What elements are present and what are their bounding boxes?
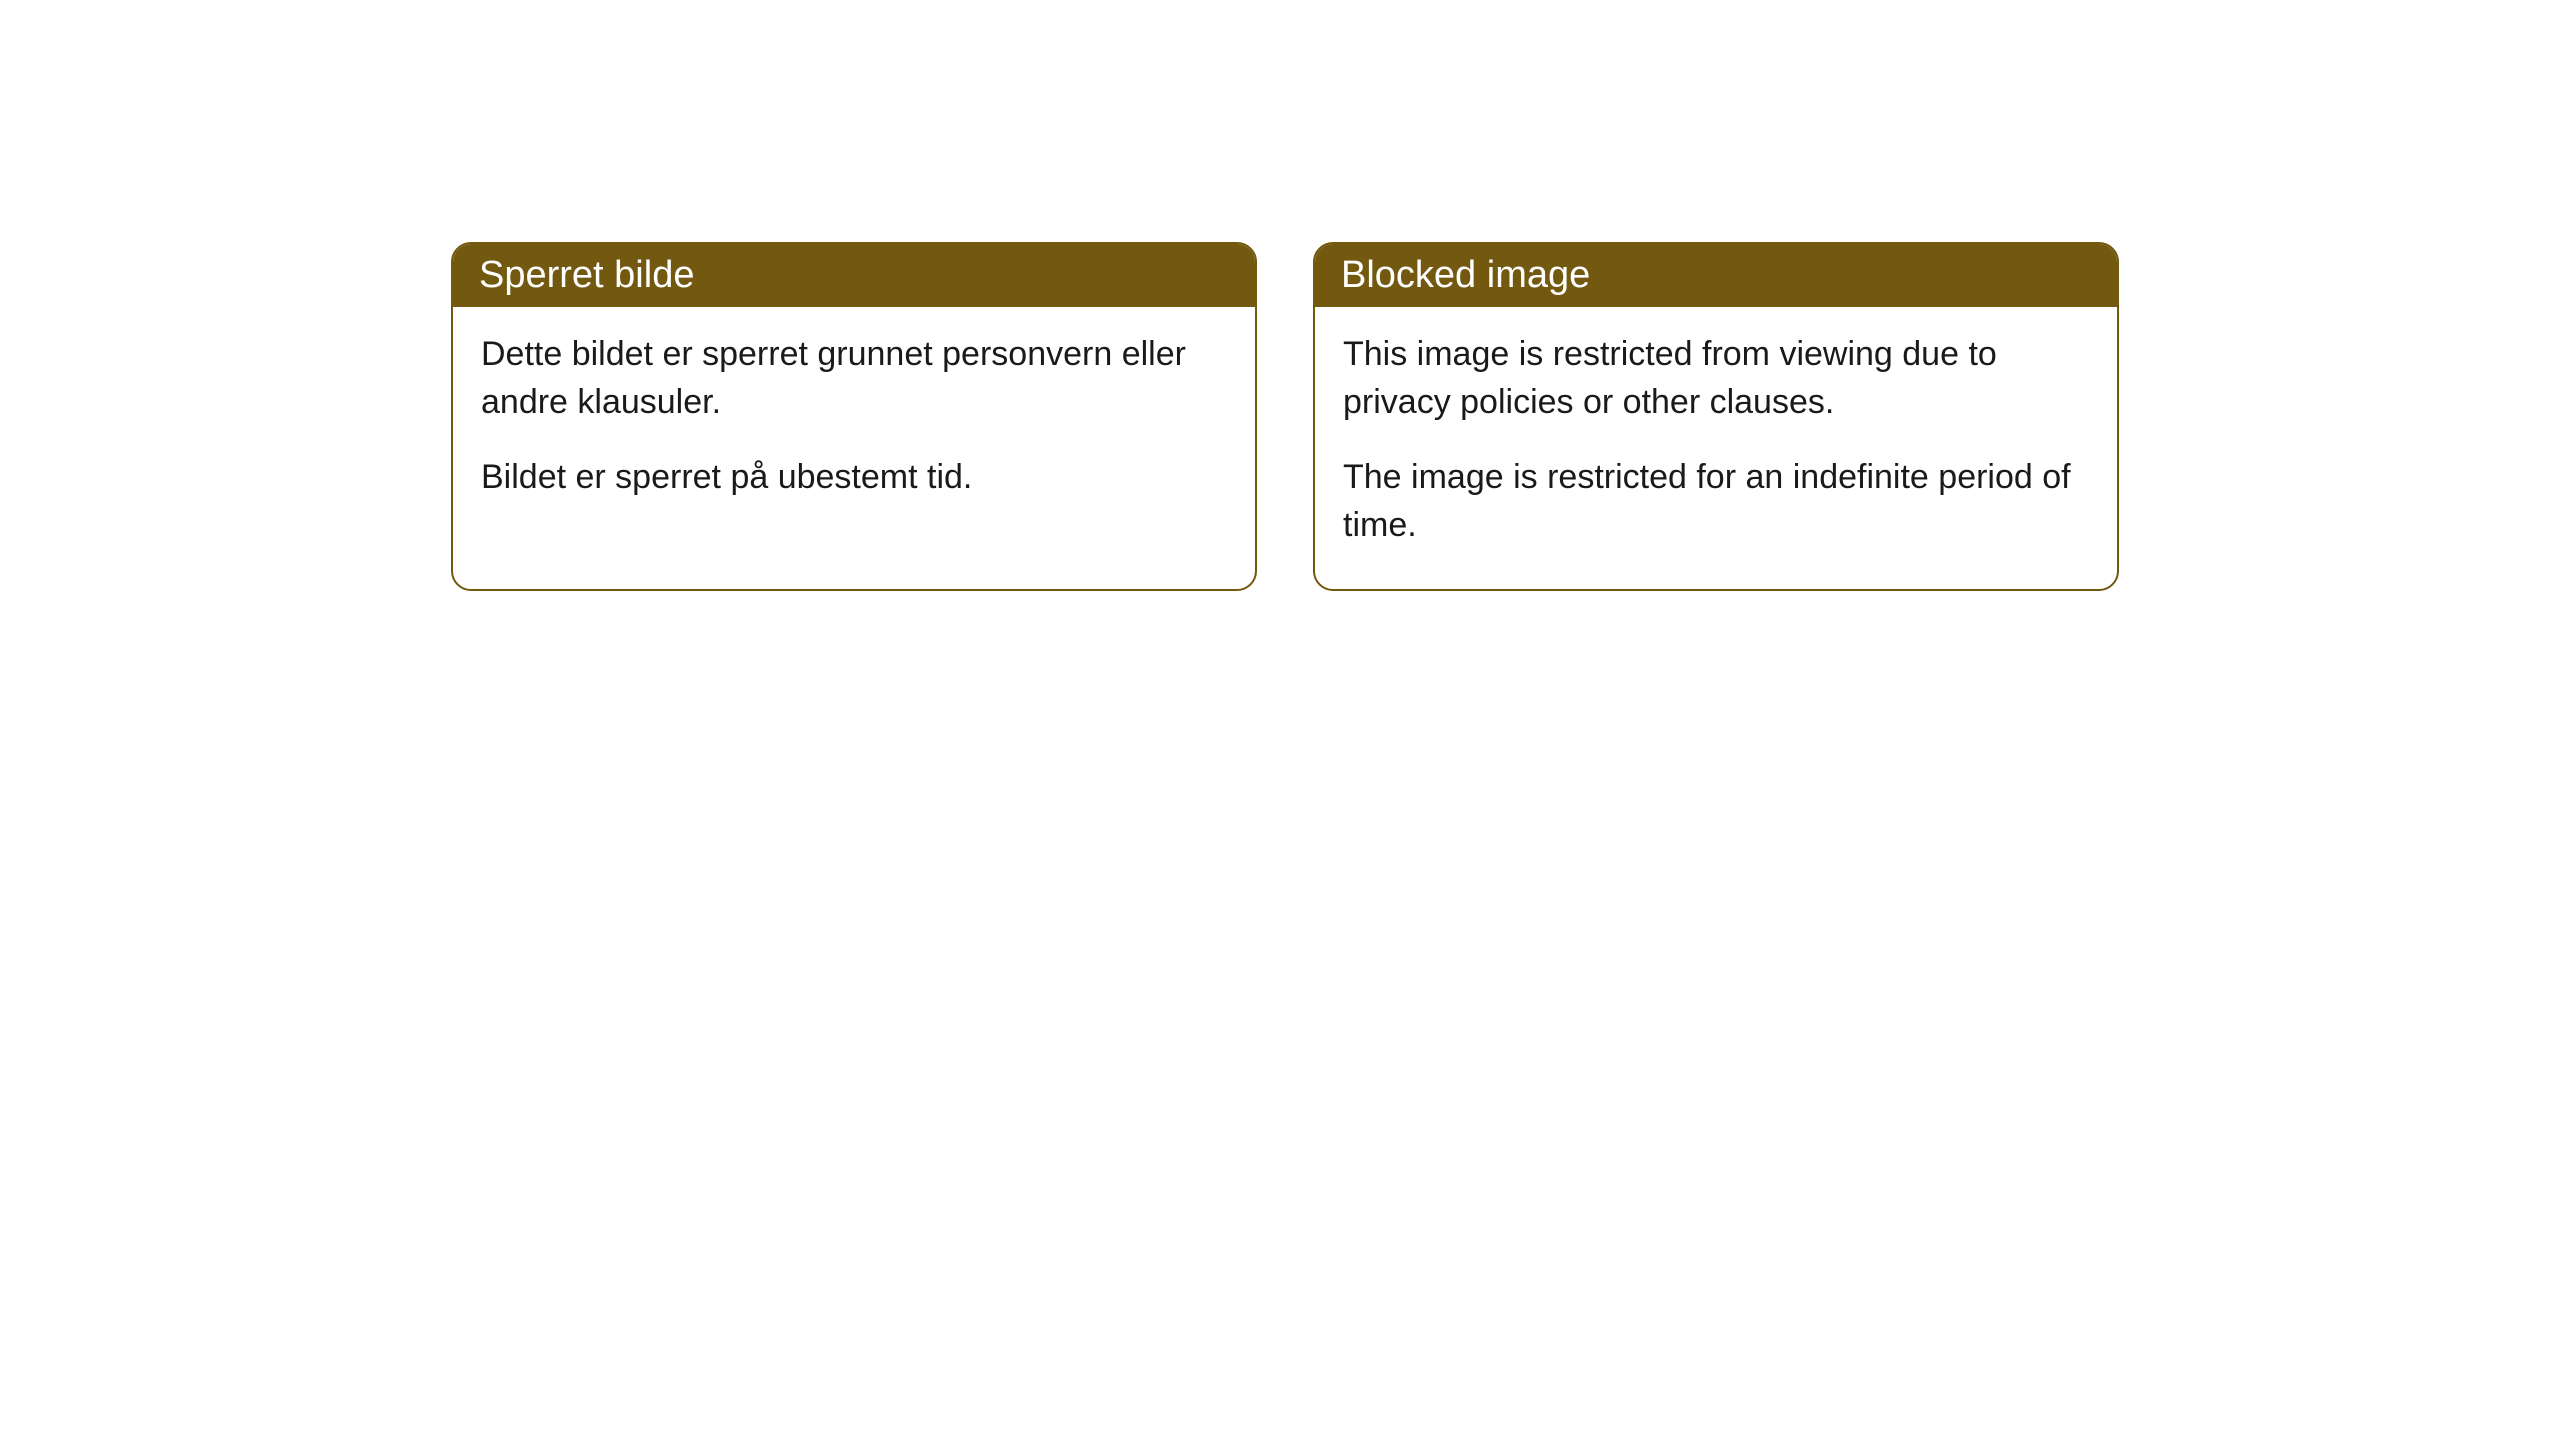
notice-card-norwegian: Sperret bilde Dette bildet er sperret gr… (451, 242, 1257, 591)
notice-cards-container: Sperret bilde Dette bildet er sperret gr… (451, 242, 2119, 591)
card-body: This image is restricted from viewing du… (1315, 307, 2117, 589)
card-paragraph: Bildet er sperret på ubestemt tid. (481, 454, 1227, 502)
card-header: Sperret bilde (453, 244, 1255, 307)
card-header: Blocked image (1315, 244, 2117, 307)
card-paragraph: This image is restricted from viewing du… (1343, 331, 2089, 426)
card-title: Blocked image (1341, 254, 1590, 296)
card-paragraph: The image is restricted for an indefinit… (1343, 454, 2089, 549)
card-paragraph: Dette bildet er sperret grunnet personve… (481, 331, 1227, 426)
notice-card-english: Blocked image This image is restricted f… (1313, 242, 2119, 591)
card-title: Sperret bilde (479, 254, 694, 296)
card-body: Dette bildet er sperret grunnet personve… (453, 307, 1255, 542)
